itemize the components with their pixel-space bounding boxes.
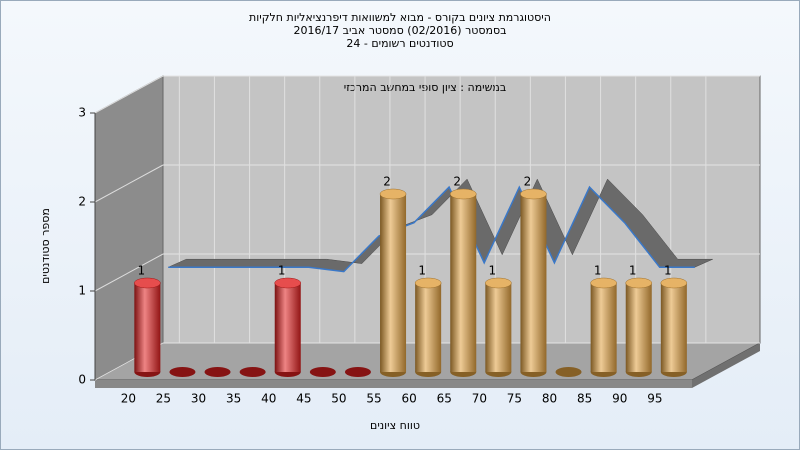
x-tick-label: 70: [472, 392, 487, 406]
y-axis-label: מספר סטודנטים: [39, 208, 52, 284]
bar: [134, 283, 161, 372]
chart-title: היסטוגרמת ציונים בקורס - מבוא למשוואות ד…: [249, 11, 551, 24]
data-label: 1: [418, 264, 426, 278]
bar-group: 1: [660, 264, 688, 377]
x-tick-label: 80: [542, 392, 557, 406]
x-tick-label: 55: [366, 392, 381, 406]
chart-subtitle: סטודנטים רשומים - 24: [346, 37, 453, 50]
x-tick-label: 90: [612, 392, 627, 406]
x-tick-label: 45: [296, 392, 311, 406]
grid-line: [94, 253, 164, 292]
x-tick-label: 50: [331, 392, 346, 406]
x-tick-label: 25: [156, 392, 171, 406]
x-tick-label: 85: [577, 392, 592, 406]
bar-group: [239, 367, 266, 377]
bar-group: 1: [625, 264, 652, 377]
data-label: 1: [489, 264, 497, 278]
bar-base: [309, 367, 336, 377]
bar-base: [169, 367, 196, 377]
bar-cap: [625, 277, 652, 289]
bar-base: [344, 367, 371, 377]
x-tick-label: 35: [226, 392, 241, 406]
bar-cap: [379, 188, 407, 200]
bar-group: 1: [485, 264, 512, 377]
bar-group: 1: [274, 264, 301, 377]
data-label: 1: [629, 264, 637, 278]
data-label: 1: [664, 264, 672, 278]
bar-group: 2: [520, 175, 547, 377]
bar: [625, 283, 652, 372]
bar-group: 2: [449, 175, 477, 377]
bar-cap: [590, 277, 617, 289]
x-tick-label: 40: [261, 392, 276, 406]
bar-base: [555, 367, 582, 377]
data-label: 2: [524, 175, 532, 189]
y-tick-label: 2: [78, 195, 86, 209]
x-tick-label: 65: [437, 392, 452, 406]
data-label: 1: [278, 264, 286, 278]
bar-cap: [485, 277, 512, 289]
bar-cap: [449, 188, 477, 200]
bar-group: 1: [134, 264, 161, 377]
bar: [520, 194, 547, 372]
y-tick-label: 3: [78, 106, 86, 120]
bar: [660, 283, 687, 372]
bar-cap: [414, 277, 442, 289]
bar: [415, 283, 442, 372]
data-label: 2: [383, 175, 391, 189]
floor-edge: [692, 343, 760, 388]
y-tick-label: 0: [78, 373, 86, 387]
bar-cap: [274, 277, 301, 289]
bar-base: [239, 367, 266, 377]
grid-line: [94, 164, 164, 203]
chart-subtitle: בסמסטר (02/2016) סמסטר אביב 2016/17: [293, 24, 506, 37]
bar: [590, 283, 617, 372]
bar-group: [344, 367, 371, 377]
x-tick-label: 30: [191, 392, 206, 406]
bar: [485, 283, 512, 372]
data-label: 1: [138, 264, 146, 278]
data-label: 1: [594, 264, 602, 278]
bar-group: [204, 367, 231, 377]
bar: [380, 194, 407, 372]
bar-group: [555, 367, 582, 377]
y-tick-label: 1: [78, 284, 86, 298]
grid-line: [94, 75, 164, 114]
trend-line: [168, 185, 695, 273]
x-axis-label: טווח ציונים: [370, 419, 420, 432]
x-tick-label: 60: [402, 392, 417, 406]
x-tick-label: 20: [121, 392, 136, 406]
bar-group: [169, 367, 196, 377]
bar-cap: [134, 277, 161, 289]
bar-cap: [660, 277, 688, 289]
x-tick-label: 75: [507, 392, 522, 406]
data-label: 2: [453, 175, 461, 189]
bar: [450, 194, 477, 372]
bar-group: [309, 367, 336, 377]
bar-group: 2: [379, 175, 407, 377]
floor-edge: [95, 380, 692, 388]
bar-cap: [520, 188, 547, 200]
bar-base: [204, 367, 231, 377]
bar-group: 1: [590, 264, 617, 377]
bar: [274, 283, 301, 372]
bar-group: 1: [414, 264, 442, 377]
x-tick-label: 95: [647, 392, 662, 406]
